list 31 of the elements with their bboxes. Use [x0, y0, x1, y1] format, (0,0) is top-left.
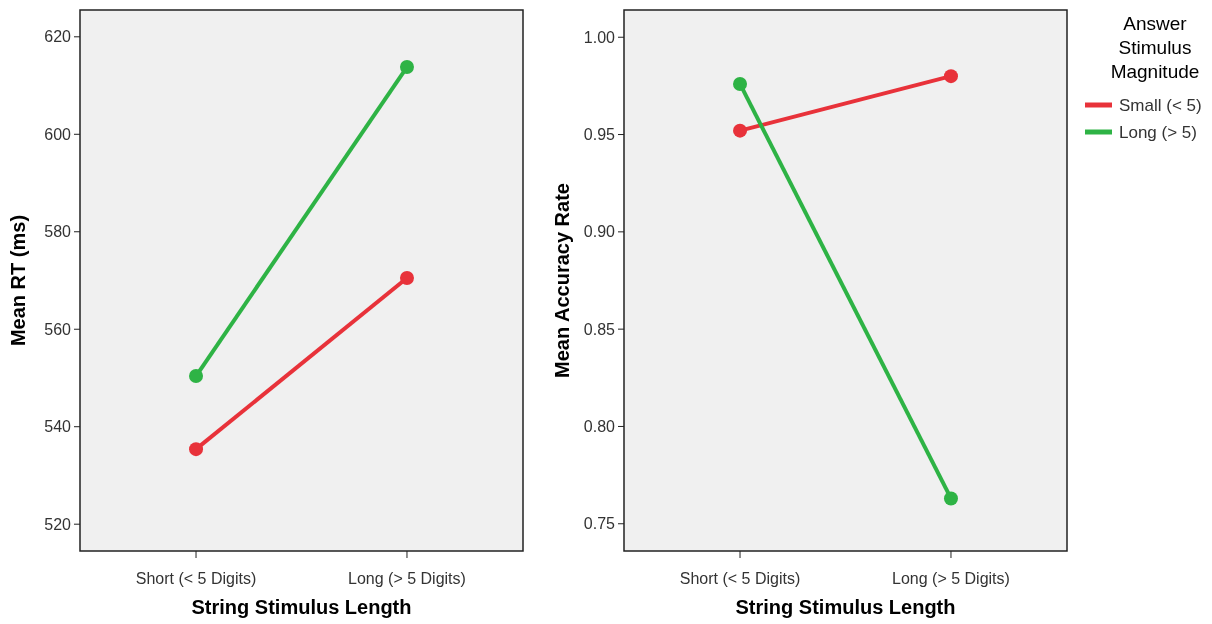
legend-title: Answer Stimulus Magnitude	[1110, 13, 1200, 82]
x-tick-label: Short (< 5 Digits)	[679, 570, 801, 587]
point	[943, 69, 958, 84]
y-tick-label: 600	[44, 125, 72, 143]
y-tick-label: 0.85	[583, 320, 616, 338]
point	[733, 123, 748, 138]
x-tick-label: Long (> 5 Digits)	[348, 570, 466, 587]
y-tick-label: 0.90	[583, 223, 616, 241]
y-tick-label: 520	[44, 515, 72, 533]
point	[399, 271, 414, 286]
x-axis-title: String Stimulus Length	[191, 596, 412, 618]
y-tick-label: 620	[44, 28, 72, 46]
y-tick-label: 580	[44, 223, 72, 241]
y-axis-title: Mean RT (ms)	[7, 214, 29, 347]
point	[189, 442, 204, 457]
point	[943, 491, 958, 506]
point	[189, 369, 204, 384]
y-tick-label: 540	[44, 418, 72, 436]
y-tick-label: 1.00	[583, 28, 616, 46]
y-tick-label: 0.95	[583, 126, 616, 144]
legend-label: Long (> 5)	[1119, 122, 1197, 142]
y-tick-label: 0.80	[583, 418, 616, 436]
point	[733, 76, 748, 91]
y-tick-label: 0.75	[583, 515, 616, 533]
x-tick-label: Short (< 5 Digits)	[135, 570, 257, 587]
y-tick-label: 560	[44, 320, 72, 338]
x-tick-label: Long (> 5 Digits)	[892, 570, 1010, 587]
y-axis-title: Mean Accuracy Rate	[551, 183, 573, 378]
x-axis-title: String Stimulus Length	[735, 596, 956, 618]
legend-label: Small (< 5)	[1119, 95, 1202, 115]
point	[399, 60, 414, 75]
